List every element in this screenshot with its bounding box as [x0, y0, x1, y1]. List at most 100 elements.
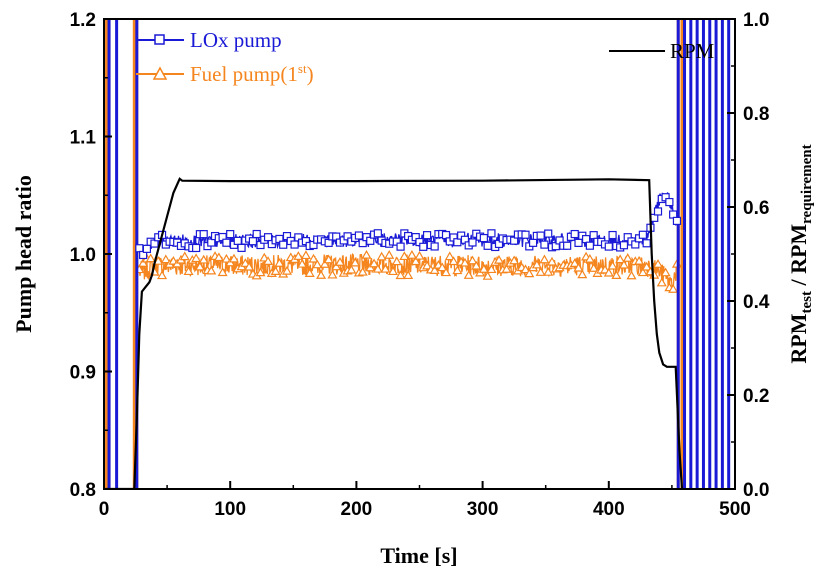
series-marker [248, 237, 258, 246]
series-marker [354, 231, 364, 240]
series-marker [263, 256, 274, 265]
series-marker [316, 270, 327, 279]
series-marker [604, 242, 613, 251]
series-marker [459, 257, 470, 267]
series-marker [422, 260, 433, 270]
series-marker [300, 250, 311, 260]
x-tick-label-500: 500 [719, 499, 751, 520]
series-marker [509, 255, 520, 265]
series-marker [237, 243, 246, 252]
series-marker [563, 241, 572, 250]
series-marker [380, 263, 391, 273]
series-marker [228, 253, 240, 263]
y-left-tick-label: 0.9 [70, 363, 96, 384]
series-marker [179, 251, 190, 261]
x-tick-label-400: 400 [593, 499, 625, 520]
legend-fuel-label: Fuel pump(1st) [190, 61, 314, 86]
series-marker [293, 251, 304, 260]
series-marker [226, 230, 235, 239]
series-marker [468, 238, 477, 247]
series-marker [528, 238, 538, 247]
x-axis-title: Time [s] [380, 543, 457, 568]
series-marker [471, 260, 482, 270]
series-marker [652, 259, 664, 268]
series-marker [665, 197, 674, 207]
legend-lox-label: LOx pump [190, 28, 282, 52]
series-marker [391, 256, 402, 266]
series-marker [304, 268, 315, 277]
series-marker [668, 284, 679, 293]
series-marker [539, 254, 550, 264]
y-right-tick-label: 0.0 [743, 480, 769, 501]
series-marker [327, 269, 338, 279]
series-marker [419, 242, 428, 251]
series-marker [521, 230, 530, 239]
x-tick-label-300: 300 [467, 499, 499, 520]
series-marker [199, 230, 208, 239]
series-marker [634, 255, 645, 265]
y-right-tick-label: 0.8 [743, 104, 769, 125]
series-marker [222, 238, 231, 247]
series-marker [206, 265, 217, 275]
series-marker [493, 254, 505, 264]
legend-right: RPM [609, 39, 715, 63]
series-marker [138, 258, 149, 267]
x-tick-label-0: 0 [99, 499, 110, 520]
series-marker [570, 229, 579, 239]
series-marker [638, 230, 647, 239]
series-marker [395, 270, 406, 280]
series-marker [543, 266, 554, 276]
series-marker [479, 233, 488, 243]
y-left-tick-label: 1.1 [70, 128, 97, 149]
series-marker [252, 229, 261, 239]
series-marker [323, 254, 334, 264]
series-marker [478, 264, 489, 273]
series-marker [611, 270, 622, 279]
series-marker [573, 262, 584, 272]
series-marker [452, 265, 463, 275]
series-marker [160, 254, 171, 264]
series-marker [467, 255, 478, 265]
series-marker [373, 229, 382, 238]
y-left-tick-label: 1.2 [70, 10, 96, 31]
series-marker [520, 264, 531, 274]
series-marker [453, 238, 462, 247]
series-marker [444, 251, 455, 261]
series-marker [157, 270, 168, 280]
series-marker [399, 251, 410, 261]
series-marker [233, 236, 242, 245]
series-marker [440, 267, 452, 277]
series-marker [192, 243, 201, 253]
series-marker [584, 253, 595, 263]
series-marker [589, 231, 598, 240]
series-marker [279, 240, 288, 249]
series-marker [270, 266, 281, 276]
series-marker [618, 259, 629, 269]
series-marker [637, 267, 648, 277]
series-marker [656, 277, 667, 287]
series-marker [448, 256, 459, 266]
series-marker [240, 258, 251, 267]
series-marker [372, 263, 383, 273]
legend-lox-marker [154, 34, 165, 45]
series-marker [577, 269, 588, 279]
series-marker [376, 251, 387, 261]
series-marker [422, 231, 432, 240]
series-marker [501, 264, 512, 273]
series-marker [546, 256, 558, 266]
y-right-tick-label: 0.2 [743, 386, 769, 407]
series-marker [198, 254, 209, 264]
series-marker [387, 266, 399, 276]
series-layer [104, 19, 731, 489]
series-marker [660, 267, 671, 277]
series-marker [569, 258, 580, 267]
series-marker [281, 265, 293, 275]
series-rpm [104, 177, 684, 489]
series-line [138, 192, 679, 259]
series-marker [221, 253, 232, 263]
series-marker [429, 265, 440, 274]
y-right-tick-label: 0.4 [743, 292, 770, 313]
y-right-tick-label: 0.6 [743, 198, 769, 219]
series-marker [622, 253, 633, 262]
